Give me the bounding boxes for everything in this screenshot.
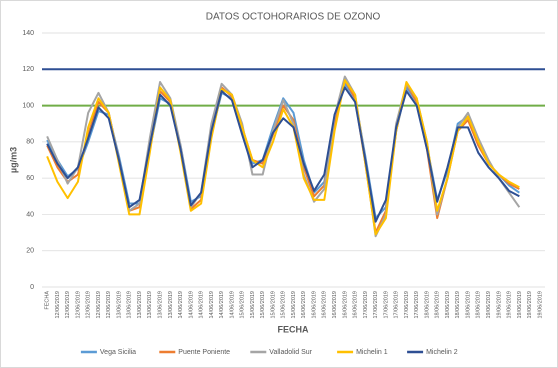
x-tick-label: 13/06/2019 xyxy=(158,291,164,319)
y-tick-label: 100 xyxy=(22,102,34,109)
x-tick-label: 18/06/2019 xyxy=(445,291,451,319)
x-tick-label: 15/06/2019 xyxy=(240,291,246,319)
x-tick-label: 16/06/2019 xyxy=(322,291,328,319)
x-tick-label: 18/06/2019 xyxy=(465,291,471,319)
y-tick-label: 0 xyxy=(30,284,34,291)
x-tick-label: 15/06/2019 xyxy=(270,291,276,319)
x-tick-label: 14/06/2019 xyxy=(178,291,184,319)
x-tick-label: 14/06/2019 xyxy=(209,291,215,319)
x-tick-label: 12/06/2019 xyxy=(75,291,81,319)
x-axis-title: FECHA xyxy=(278,324,309,334)
x-tick-label: 15/06/2019 xyxy=(281,291,287,319)
x-tick-label: 16/06/2019 xyxy=(332,291,338,319)
y-tick-label: 60 xyxy=(26,175,34,182)
y-tick-label: 20 xyxy=(26,248,34,255)
series-line xyxy=(46,79,520,236)
x-tick-label: 13/06/2019 xyxy=(127,291,133,319)
x-tick-label: 15/06/2019 xyxy=(291,291,297,319)
x-tick-label: 15/06/2019 xyxy=(260,291,266,319)
x-tick-label: 18/06/2019 xyxy=(455,291,461,319)
x-tick-label: 12/06/2019 xyxy=(106,291,112,319)
y-axis-title: µg/m3 xyxy=(8,147,18,173)
x-tick-label: 16/06/2019 xyxy=(311,291,317,319)
y-tick-label: 40 xyxy=(26,211,34,218)
x-tick-label: 18/06/2019 xyxy=(435,291,441,319)
legend-label: Michelin 1 xyxy=(356,349,388,356)
x-tick-label: 15/06/2019 xyxy=(250,291,256,319)
chart-title: DATOS OCTOHORARIOS DE OZONO xyxy=(206,12,381,23)
legend-label: Michelin 2 xyxy=(426,349,458,356)
x-tick-label: 19/06/2019 xyxy=(496,291,502,319)
x-tick-label: 17/06/2019 xyxy=(414,291,420,319)
x-tick-label: 16/06/2019 xyxy=(342,291,348,319)
x-tick-label: 18/06/2019 xyxy=(424,291,430,319)
series-line xyxy=(46,86,520,223)
x-tick-label: 13/06/2019 xyxy=(147,291,153,319)
x-tick-label: 13/06/2019 xyxy=(168,291,174,319)
x-tick-label: 14/06/2019 xyxy=(229,291,235,319)
x-tick-label: 19/06/2019 xyxy=(517,291,523,319)
x-tick-label: 19/06/2019 xyxy=(537,291,543,319)
y-tick-label: 140 xyxy=(22,30,34,37)
x-tick-label: 19/06/2019 xyxy=(527,291,533,319)
legend-label: Vega Sicilia xyxy=(100,349,136,356)
x-tick-label: 12/06/2019 xyxy=(55,291,61,319)
x-tick-label: 12/06/2019 xyxy=(96,291,102,319)
x-tick-label: 17/06/2019 xyxy=(373,291,379,319)
x-tick-label: FECHA xyxy=(45,291,51,310)
x-tick-label: 17/06/2019 xyxy=(394,291,400,319)
x-tick-label: 12/06/2019 xyxy=(65,291,71,319)
legend-label: Valladolid Sur xyxy=(269,349,312,356)
x-tick-label: 13/06/2019 xyxy=(116,291,122,319)
x-tick-label: 18/06/2019 xyxy=(476,291,482,319)
x-tick-label: 19/06/2019 xyxy=(507,291,513,319)
x-tick-label: 13/06/2019 xyxy=(137,291,143,319)
x-tick-label: 17/06/2019 xyxy=(404,291,410,319)
x-tick-label: 19/06/2019 xyxy=(486,291,492,319)
x-tick-label: 16/06/2019 xyxy=(353,291,359,319)
y-tick-label: 80 xyxy=(26,139,34,146)
x-tick-label: 14/06/2019 xyxy=(199,291,205,319)
x-tick-label: 17/06/2019 xyxy=(363,291,369,319)
x-tick-label: 17/06/2019 xyxy=(383,291,389,319)
legend-label: Puente Poniente xyxy=(178,349,230,356)
y-tick-label: 120 xyxy=(22,66,34,73)
x-tick-label: 12/06/2019 xyxy=(86,291,92,319)
x-tick-label: 14/06/2019 xyxy=(188,291,194,319)
x-tick-label: 14/06/2019 xyxy=(219,291,225,319)
x-tick-label: 16/06/2019 xyxy=(301,291,307,319)
